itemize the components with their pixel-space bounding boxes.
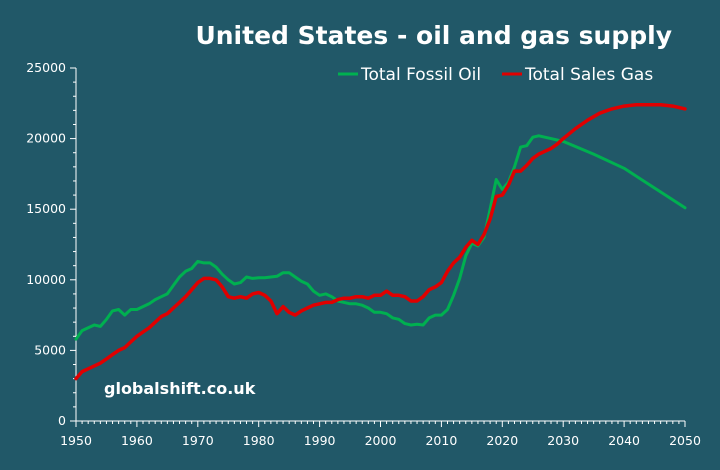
chart-title: United States - oil and gas supply [195, 21, 672, 50]
legend: Total Fossil Oil Total Sales Gas [338, 65, 653, 85]
legend-oil-label: Total Fossil Oil [360, 65, 481, 85]
x-tick-label: 2020 [486, 433, 518, 448]
x-tick-label: 1950 [60, 433, 92, 448]
watermark-annotation: globalshift.co.uk [104, 379, 256, 398]
series-line-total-fossil-oil [74, 134, 687, 341]
x-tick-label: 2000 [365, 433, 397, 448]
y-tick-label: 10000 [26, 272, 66, 287]
y-tick-label: 25000 [26, 60, 66, 75]
series-line-total-sales-gas [74, 102, 687, 381]
x-tick-label: 1980 [243, 433, 275, 448]
y-tick-label: 0 [58, 413, 66, 428]
legend-gas-label: Total Sales Gas [524, 65, 653, 85]
y-tick-label: 20000 [26, 131, 66, 146]
x-tick-label: 1960 [121, 433, 153, 448]
x-tick-label: 2040 [608, 433, 640, 448]
x-tick-label: 1970 [182, 433, 214, 448]
x-tick-label: 2050 [669, 433, 701, 448]
plot-lines [74, 102, 687, 381]
x-tick-label: 2030 [547, 433, 579, 448]
y-tick-label: 5000 [34, 342, 66, 357]
x-tick-label: 1990 [304, 433, 336, 448]
x-tick-label: 2010 [425, 433, 457, 448]
axes: 0 5000 10000 15000 20000 25000 1950 1960 1970 198… [26, 60, 701, 448]
y-tick-label: 15000 [26, 201, 66, 216]
